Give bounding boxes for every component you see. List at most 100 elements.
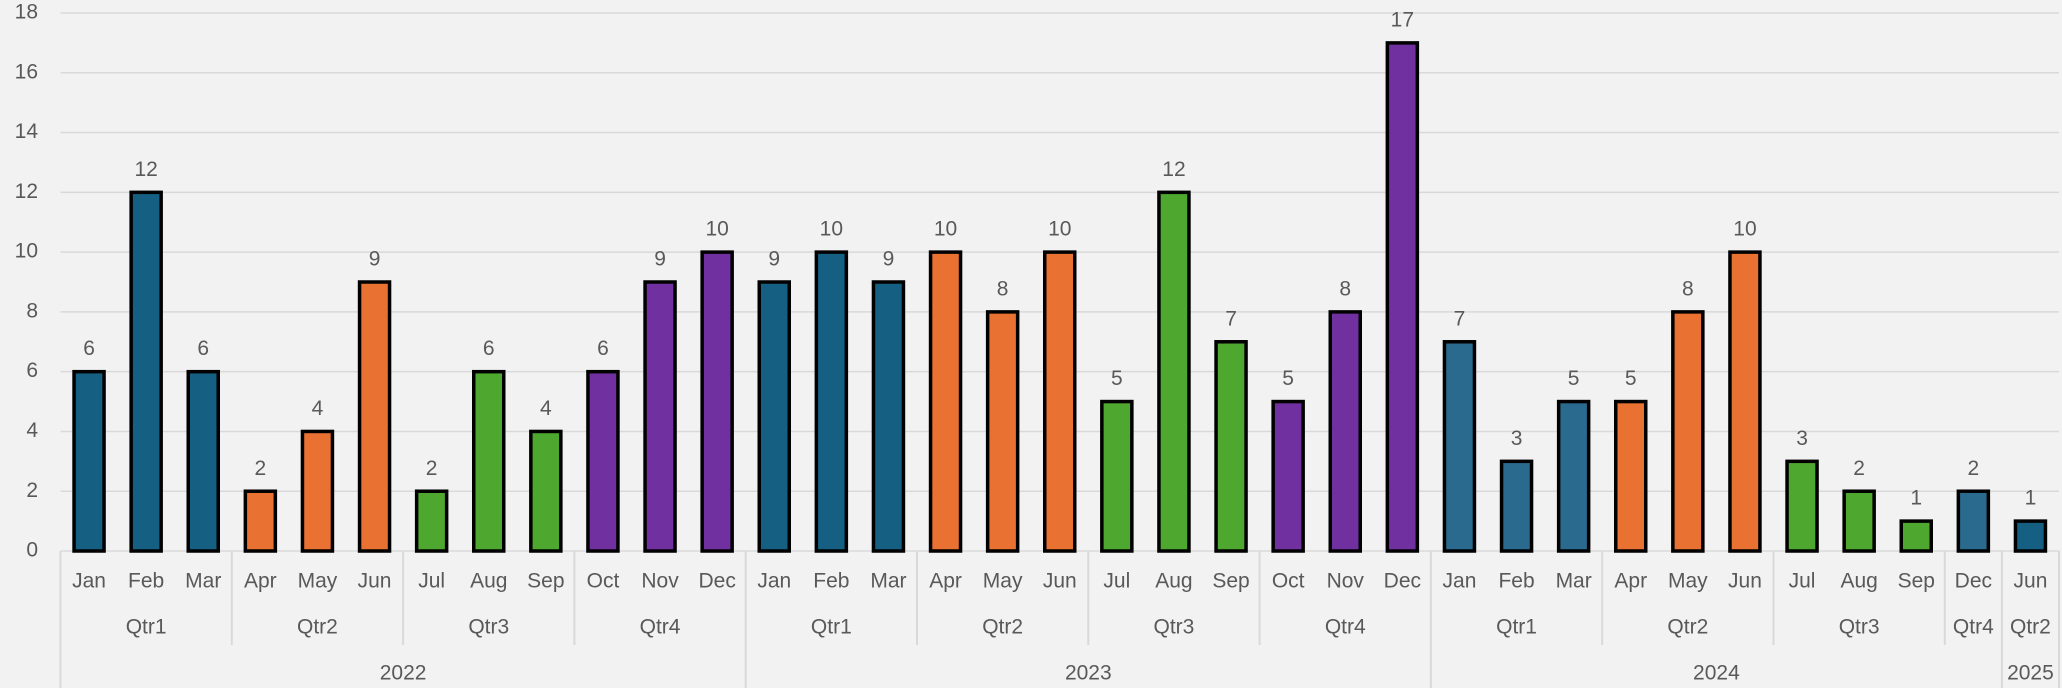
month-label: Apr — [1614, 570, 1647, 593]
quarter-label: Qtr1 — [126, 616, 167, 639]
month-label: Jun — [358, 570, 392, 593]
value-label: 12 — [134, 158, 157, 181]
value-label: 1 — [2025, 487, 2037, 510]
month-label: Apr — [244, 570, 277, 593]
value-label: 2 — [1968, 457, 1980, 480]
month-label: Jul — [1789, 570, 1816, 593]
value-label: 8 — [997, 277, 1009, 300]
value-label: 10 — [1733, 218, 1756, 241]
value-label: 6 — [597, 337, 609, 360]
y-tick-label: 10 — [15, 240, 38, 263]
value-label: 5 — [1625, 367, 1637, 390]
bar — [357, 280, 392, 553]
month-label: Jan — [757, 570, 791, 593]
bar — [1043, 250, 1077, 553]
month-label: Feb — [813, 570, 849, 593]
y-tick-label: 0 — [26, 539, 38, 562]
value-label: 2 — [426, 457, 438, 480]
month-label: Oct — [587, 570, 620, 593]
bar — [1214, 340, 1248, 553]
month-label: Aug — [1840, 570, 1877, 593]
quarter-label: Qtr1 — [1496, 616, 1537, 639]
month-label: Oct — [1272, 570, 1305, 593]
bar — [643, 280, 677, 553]
month-label: Apr — [929, 570, 962, 593]
month-label: Aug — [470, 570, 507, 593]
bar — [1499, 459, 1534, 553]
quarter-label: Qtr2 — [2010, 616, 2051, 639]
bar — [529, 429, 563, 553]
quarter-label: Qtr3 — [1154, 616, 1195, 639]
year-label: 2025 — [2007, 662, 2054, 685]
quarter-label: Qtr3 — [468, 616, 509, 639]
value-label: 9 — [768, 248, 780, 271]
value-label: 5 — [1282, 367, 1294, 390]
y-tick-label: 2 — [26, 479, 38, 502]
bar — [1100, 399, 1134, 553]
y-tick-label: 16 — [15, 60, 38, 83]
value-label: 12 — [1162, 158, 1185, 181]
month-label: May — [1668, 570, 1708, 593]
value-label: 9 — [883, 248, 895, 271]
month-label: Jul — [418, 570, 445, 593]
bar — [1385, 41, 1420, 553]
quarter-label: Qtr2 — [982, 616, 1023, 639]
bar — [985, 310, 1020, 553]
value-label: 10 — [934, 218, 957, 241]
month-label: Sep — [527, 570, 564, 593]
value-label: 8 — [1339, 277, 1351, 300]
value-label: 10 — [1048, 218, 1071, 241]
bar — [1556, 399, 1591, 553]
value-label: 9 — [369, 248, 381, 271]
bar — [1785, 459, 1819, 553]
bar — [1956, 489, 1991, 553]
value-label: 2 — [255, 457, 267, 480]
bar — [757, 280, 791, 553]
y-tick-label: 18 — [15, 1, 38, 24]
value-label: 8 — [1682, 277, 1694, 300]
month-label: Sep — [1212, 570, 1249, 593]
value-label: 5 — [1111, 367, 1123, 390]
bar — [2013, 519, 2048, 553]
quarter-label: Qtr2 — [297, 616, 338, 639]
y-tick-label: 8 — [26, 299, 38, 322]
bar — [186, 369, 220, 553]
bar — [928, 250, 963, 553]
value-label: 4 — [312, 397, 324, 420]
bar — [472, 369, 506, 553]
bar — [871, 280, 906, 553]
bar — [243, 489, 278, 553]
value-label: 9 — [654, 248, 666, 271]
value-label: 6 — [197, 337, 209, 360]
quarter-label: Qtr4 — [1953, 616, 1994, 639]
quarter-label: Qtr4 — [640, 616, 681, 639]
year-label: 2024 — [1693, 662, 1740, 685]
value-label: 1 — [1910, 487, 1922, 510]
quarter-label: Qtr3 — [1839, 616, 1880, 639]
month-label: Jan — [72, 570, 106, 593]
value-label: 4 — [540, 397, 552, 420]
month-label: Aug — [1155, 570, 1192, 593]
quarter-label: Qtr2 — [1667, 616, 1708, 639]
month-label: Dec — [1384, 570, 1421, 593]
year-label: 2022 — [380, 662, 427, 685]
value-label: 7 — [1225, 307, 1237, 330]
bar — [414, 489, 449, 553]
quarter-label: Qtr1 — [811, 616, 852, 639]
value-label: 6 — [483, 337, 495, 360]
bar — [1842, 489, 1876, 553]
bar — [814, 250, 849, 553]
month-label: May — [983, 570, 1023, 593]
month-label: Nov — [641, 570, 679, 593]
bar — [1328, 310, 1362, 553]
value-label: 7 — [1454, 307, 1466, 330]
bar — [1671, 310, 1705, 553]
bar — [1614, 399, 1648, 553]
y-tick-label: 12 — [15, 180, 38, 203]
bar — [1271, 399, 1305, 553]
bar — [72, 369, 106, 553]
value-label: 3 — [1796, 427, 1808, 450]
bar — [700, 250, 734, 553]
